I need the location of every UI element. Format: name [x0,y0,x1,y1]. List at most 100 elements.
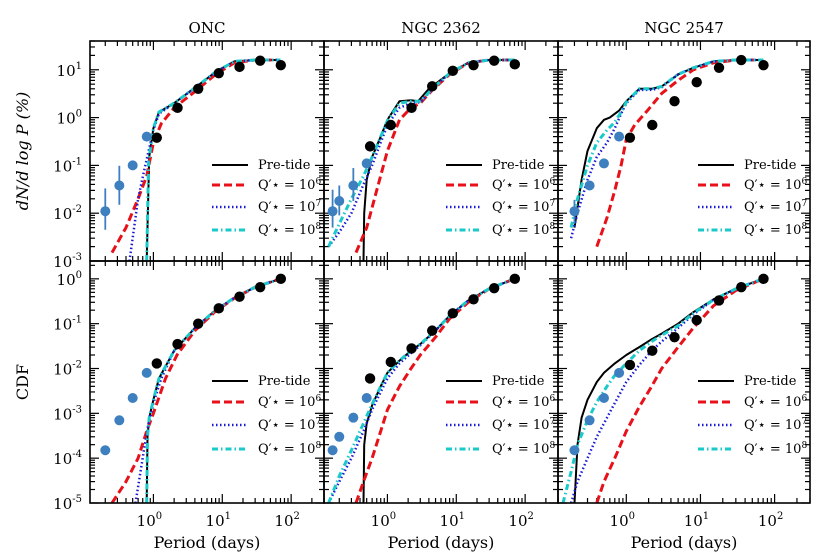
observed-points [100,273,287,456]
panel-ngc-2362-cdf: Pre-tide Q′⋆ = 106 Q′⋆ = 107 Q′⋆ = 108 [323,260,559,504]
curves [327,58,515,261]
obs-point-black [151,132,163,143]
y-tick-label: 101 [57,61,82,80]
observed-points [569,273,769,456]
column-title: ONC [189,19,226,37]
legend-label: Q′⋆ = 106 [258,394,321,410]
series-line-q-7 [327,277,515,503]
obs-point-black [364,373,376,384]
series-line-q-8 [327,277,516,503]
panel-ngc-2547-dist: Pre-tide Q′⋆ = 106 Q′⋆ = 107 Q′⋆ = 108 [557,40,811,262]
obs-point-black [758,273,769,285]
obs-point-black [234,61,245,73]
obs-point-black [488,282,500,294]
legend-label: Pre-tide [492,158,545,173]
observed-points [327,55,521,228]
legend-label: Q′⋆ = 108 [492,222,555,238]
obs-point-black [406,343,417,354]
legend-label: Q′⋆ = 106 [258,177,321,193]
obs-point-black [426,81,438,92]
series-line-q-7 [128,58,281,261]
ticks [90,261,325,504]
obs-point-blue [598,158,609,169]
obs-point-black [426,325,438,336]
legend-label: Q′⋆ = 108 [744,222,807,238]
obs-point-blue [584,180,595,191]
series-line-q-8 [561,277,764,503]
x-tick-label: 100 [371,511,396,530]
obs-point-black [406,102,417,114]
obs-point-black [213,67,224,79]
obs-point-black [385,119,397,131]
obs-point-blue [127,160,138,171]
y-tick-label: 100 [57,270,82,289]
x-axis-label: Period (days) [154,533,261,552]
series-line-q-6 [595,58,764,248]
series-line-q-7 [569,58,764,239]
obs-point-black [713,295,725,306]
legend: Pre-tide Q′⋆ = 106 Q′⋆ = 107 Q′⋆ = 108 [446,374,555,457]
y-axis-label-bottom: CDF [13,364,32,400]
legend-label: Q′⋆ = 107 [492,199,555,215]
panel-ngc-2547-cdf: Pre-tide Q′⋆ = 106 Q′⋆ = 107 Q′⋆ = 108 [557,260,811,504]
obs-point-blue [127,392,138,403]
panel-onc-dist: Pre-tide Q′⋆ = 106 Q′⋆ = 107 Q′⋆ = 108 [89,40,325,262]
legend-label: Pre-tide [744,374,797,389]
legend-label: Q′⋆ = 107 [744,417,807,433]
obs-point-blue [334,431,345,442]
x-axis-label: Period (days) [631,533,738,552]
y-tick-label: 10-2 [53,360,82,379]
legend-label: Q′⋆ = 107 [258,199,321,215]
x-tick-label: 102 [508,511,533,530]
obs-point-blue [569,445,580,456]
obs-point-blue [348,180,359,191]
obs-point-blue [334,195,345,206]
x-tick-label: 102 [758,511,783,530]
curves [110,58,281,261]
legend: Pre-tide Q′⋆ = 106 Q′⋆ = 107 Q′⋆ = 108 [446,158,555,238]
panel-onc-cdf: Pre-tide Q′⋆ = 106 Q′⋆ = 107 Q′⋆ = 108 [89,260,325,504]
obs-point-black [647,119,658,131]
legend: Pre-tide Q′⋆ = 106 Q′⋆ = 107 Q′⋆ = 108 [212,158,321,238]
legend-label: Pre-tide [744,158,797,173]
curves [569,58,764,248]
obs-point-black [172,338,183,350]
x-tick-label: 101 [684,511,709,530]
obs-point-black [447,65,458,77]
legend-label: Q′⋆ = 108 [258,222,321,238]
legend-label: Q′⋆ = 107 [492,417,555,433]
series-line-q-7 [569,277,764,503]
obs-point-black [691,76,702,88]
obs-point-black [736,54,747,66]
obs-point-black [509,273,521,285]
x-tick-label: 101 [206,511,231,530]
obs-point-blue [348,412,359,423]
series-line-q-7 [327,58,515,248]
obs-point-black [691,314,702,326]
series-line-q-7 [134,277,281,503]
curves [327,277,516,503]
curves [110,277,281,503]
obs-point-black [736,282,747,293]
obs-point-black [172,102,183,114]
series-line-q-8 [569,58,764,228]
obs-point-black [488,55,500,66]
x-axis-label: Period (days) [388,533,495,552]
obs-point-black [213,303,224,314]
obs-point-black [364,141,376,152]
obs-point-blue [614,131,625,142]
y-tick-label: 10-1 [53,315,82,334]
obs-point-black [624,359,636,371]
y-tick-label: 10-3 [53,252,82,271]
series-line-q-8 [145,58,281,261]
series-line-pre-tide [573,277,764,503]
curves [561,277,764,503]
obs-point-black [669,331,680,343]
y-tick-label: 100 [57,109,82,128]
legend: Pre-tide Q′⋆ = 106 Q′⋆ = 107 Q′⋆ = 108 [698,158,807,238]
y-axis-label-top: dN/d log P (%) [13,92,32,211]
ticks [558,261,811,504]
legend: Pre-tide Q′⋆ = 106 Q′⋆ = 107 Q′⋆ = 108 [698,374,807,457]
series-line-q-8 [145,277,281,503]
